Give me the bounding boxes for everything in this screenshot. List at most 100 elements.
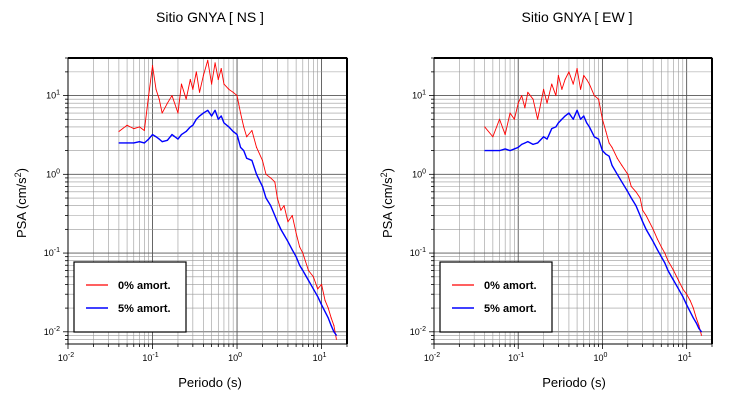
data-point — [228, 88, 230, 90]
data-point — [158, 98, 160, 100]
y-tick-exponent: -1 — [54, 247, 60, 254]
data-point — [223, 83, 225, 85]
data-point — [246, 157, 248, 159]
data-point — [583, 115, 585, 117]
data-point — [484, 150, 486, 152]
data-point — [291, 249, 293, 251]
data-point — [195, 118, 197, 120]
data-point — [217, 118, 219, 120]
data-point — [192, 124, 194, 126]
data-point — [564, 115, 566, 117]
data-point — [207, 59, 209, 61]
legend-label: 5% amort. — [118, 303, 171, 315]
data-point — [202, 112, 205, 114]
data-point — [542, 136, 545, 138]
data-point — [243, 126, 245, 128]
x-tick-label: 10-1 — [142, 352, 158, 363]
data-point — [627, 173, 629, 175]
data-point — [133, 128, 135, 130]
data-point — [151, 65, 154, 67]
legend-box — [439, 261, 553, 333]
x-axis-label: Periodo (s) — [178, 375, 242, 390]
data-point — [236, 133, 238, 136]
chart-title: Sitio GNYA [ NS ] — [156, 9, 264, 25]
data-point — [158, 138, 160, 140]
data-point — [498, 150, 501, 152]
x-tick-label: 101 — [313, 352, 327, 363]
data-point — [330, 317, 332, 319]
data-point — [513, 148, 515, 150]
data-point — [220, 68, 222, 70]
data-point — [593, 94, 595, 97]
x-tick-base: 10 — [424, 353, 434, 363]
data-point — [280, 228, 282, 230]
y-tick-label: 101 — [412, 90, 426, 101]
data-point — [652, 240, 654, 243]
y-tick-exponent: 1 — [56, 90, 60, 97]
data-point — [287, 240, 289, 243]
x-tick-label: 101 — [678, 352, 692, 363]
x-tick-base: 10 — [678, 353, 688, 363]
y-tick-exponent: -2 — [54, 326, 60, 333]
data-point — [148, 94, 150, 97]
y-tick-base: 10 — [44, 248, 54, 258]
data-point — [564, 78, 566, 81]
y-tick-label: 100 — [412, 168, 426, 179]
data-point — [524, 107, 526, 109]
data-point — [171, 133, 173, 136]
data-point — [283, 205, 285, 207]
legend: 0% amort. 5% amort. — [439, 261, 553, 333]
x-tick-exponent: 1 — [323, 352, 327, 359]
data-point — [686, 293, 688, 295]
data-point — [652, 228, 654, 230]
x-tick-exponent: 0 — [603, 352, 607, 359]
data-point — [677, 279, 680, 281]
data-point — [138, 141, 141, 143]
data-point — [317, 295, 319, 298]
data-point — [283, 234, 285, 236]
data-point — [664, 252, 666, 254]
y-tick-base: 10 — [46, 169, 56, 179]
data-point — [555, 94, 557, 97]
data-point — [579, 118, 582, 120]
data-point — [270, 177, 272, 179]
data-point — [601, 150, 604, 152]
x-tick-exponent: -1 — [152, 352, 158, 359]
data-point — [648, 234, 650, 236]
data-point — [251, 159, 253, 162]
data-point — [673, 279, 675, 281]
data-point — [509, 112, 511, 114]
data-point — [207, 109, 209, 111]
data-point — [561, 88, 563, 90]
data-point — [287, 221, 289, 223]
data-point — [118, 130, 120, 133]
x-tick-exponent: 1 — [688, 352, 692, 359]
data-point — [601, 118, 604, 120]
data-point — [195, 71, 197, 73]
x-tick-exponent: -1 — [518, 352, 524, 359]
y-tick-exponent: 1 — [422, 90, 426, 97]
data-point — [698, 324, 700, 327]
data-point — [579, 88, 582, 90]
data-point — [700, 334, 703, 337]
data-point — [198, 91, 201, 93]
y-axis-label: PSA (cm/s2) — [379, 168, 395, 238]
data-point — [320, 283, 323, 285]
data-point — [166, 139, 169, 141]
data-point — [700, 331, 703, 333]
data-point — [593, 136, 595, 138]
data-point — [335, 334, 338, 337]
data-point — [524, 142, 526, 144]
data-point — [243, 150, 245, 152]
data-point — [692, 307, 694, 309]
data-point — [645, 228, 647, 230]
data-point — [236, 94, 238, 97]
legend-label: 0% amort. — [484, 280, 537, 292]
data-point — [616, 157, 618, 159]
y-tick-base: 10 — [44, 327, 54, 337]
data-point — [682, 288, 684, 290]
data-point — [648, 221, 650, 223]
y-axis-label: PSA (cm/s2) — [13, 168, 29, 238]
